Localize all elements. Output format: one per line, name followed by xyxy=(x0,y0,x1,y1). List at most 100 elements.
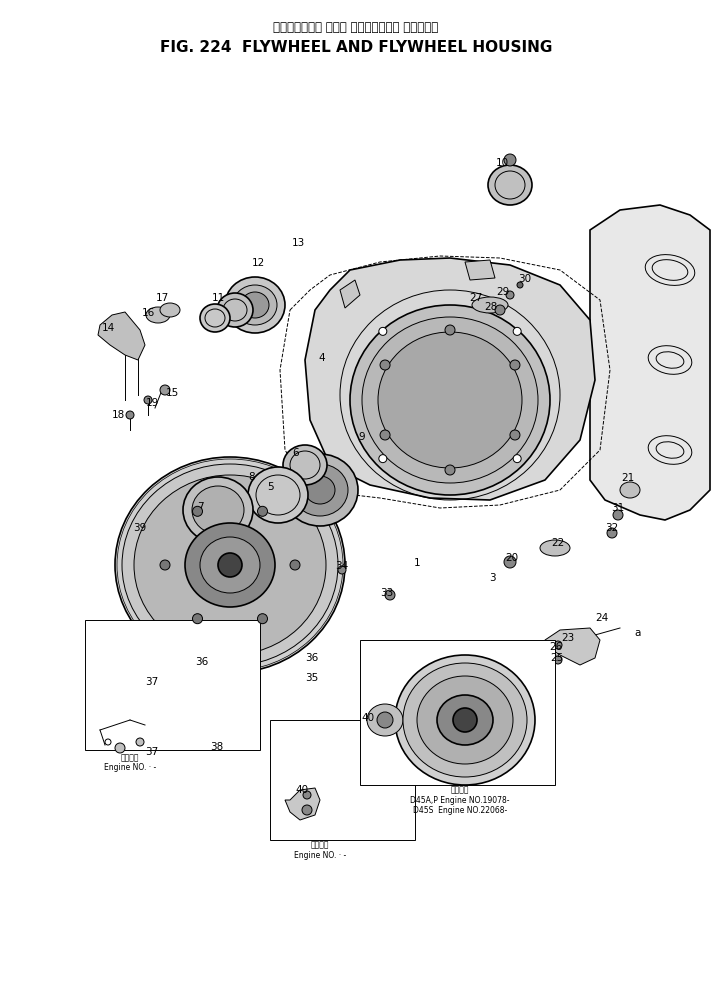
Ellipse shape xyxy=(403,663,527,777)
Ellipse shape xyxy=(146,307,170,323)
Text: 35: 35 xyxy=(305,673,319,683)
Text: 37: 37 xyxy=(145,747,158,757)
Polygon shape xyxy=(305,258,595,500)
Text: 6: 6 xyxy=(293,448,299,458)
Text: 4: 4 xyxy=(319,353,325,363)
Circle shape xyxy=(380,430,390,440)
Text: 適用番号: 適用番号 xyxy=(120,754,139,763)
Circle shape xyxy=(613,510,623,520)
Text: 38: 38 xyxy=(210,742,224,752)
Ellipse shape xyxy=(305,476,335,504)
Circle shape xyxy=(379,327,387,335)
Circle shape xyxy=(257,614,267,623)
Text: 9: 9 xyxy=(359,432,365,442)
Ellipse shape xyxy=(620,482,640,498)
Polygon shape xyxy=(545,628,600,665)
Ellipse shape xyxy=(367,704,403,736)
Circle shape xyxy=(302,805,312,815)
Circle shape xyxy=(517,282,523,288)
Text: 39: 39 xyxy=(133,523,147,533)
Bar xyxy=(85,620,260,750)
Text: 19: 19 xyxy=(145,398,158,408)
Ellipse shape xyxy=(115,457,345,673)
Ellipse shape xyxy=(241,292,269,318)
Ellipse shape xyxy=(200,537,260,593)
Ellipse shape xyxy=(192,486,244,534)
Ellipse shape xyxy=(540,540,570,556)
Text: 37: 37 xyxy=(145,677,158,687)
Text: 29: 29 xyxy=(496,287,510,297)
Ellipse shape xyxy=(282,454,358,526)
Circle shape xyxy=(379,454,387,462)
Circle shape xyxy=(380,360,390,370)
Circle shape xyxy=(144,396,152,404)
Text: 40: 40 xyxy=(295,785,309,795)
Text: 31: 31 xyxy=(611,503,625,513)
Text: 1: 1 xyxy=(414,558,420,568)
Ellipse shape xyxy=(437,695,493,745)
Circle shape xyxy=(115,743,125,753)
Text: 5: 5 xyxy=(267,482,275,492)
Circle shape xyxy=(445,465,455,475)
Circle shape xyxy=(495,305,505,315)
Circle shape xyxy=(290,560,300,570)
Circle shape xyxy=(160,385,170,395)
Text: a: a xyxy=(635,628,641,638)
Ellipse shape xyxy=(362,317,538,483)
Circle shape xyxy=(126,411,134,419)
Text: D45S  Engine NO.22068-: D45S Engine NO.22068- xyxy=(413,805,507,814)
Text: 20: 20 xyxy=(506,553,518,563)
Circle shape xyxy=(377,712,393,728)
Text: 適用番号: 適用番号 xyxy=(451,785,469,794)
Circle shape xyxy=(607,528,617,538)
Text: 8: 8 xyxy=(249,472,255,482)
Circle shape xyxy=(554,656,562,664)
Circle shape xyxy=(445,325,455,335)
Circle shape xyxy=(193,614,202,623)
Text: 34: 34 xyxy=(335,561,349,571)
Ellipse shape xyxy=(183,477,253,543)
Text: 10: 10 xyxy=(496,158,508,168)
Text: FIG. 224  FLYWHEEL AND FLYWHEEL HOUSING: FIG. 224 FLYWHEEL AND FLYWHEEL HOUSING xyxy=(160,41,552,55)
Ellipse shape xyxy=(122,464,338,666)
Ellipse shape xyxy=(488,165,532,205)
Circle shape xyxy=(338,566,346,574)
Ellipse shape xyxy=(160,303,180,317)
Ellipse shape xyxy=(417,676,513,764)
Text: 27: 27 xyxy=(469,293,483,303)
Circle shape xyxy=(513,327,521,335)
Ellipse shape xyxy=(292,464,348,516)
Text: 7: 7 xyxy=(197,502,203,512)
Polygon shape xyxy=(285,788,320,820)
Text: 26: 26 xyxy=(550,642,563,652)
Circle shape xyxy=(554,641,562,649)
Ellipse shape xyxy=(233,285,277,325)
Text: 24: 24 xyxy=(595,613,609,623)
Text: Engine NO. · -: Engine NO. · - xyxy=(294,851,346,860)
Circle shape xyxy=(218,553,242,577)
Polygon shape xyxy=(98,312,145,360)
Text: 13: 13 xyxy=(292,238,304,248)
Circle shape xyxy=(303,791,311,799)
Polygon shape xyxy=(465,260,495,280)
Text: 36: 36 xyxy=(195,657,209,667)
Text: 30: 30 xyxy=(518,274,532,284)
Circle shape xyxy=(510,360,520,370)
Polygon shape xyxy=(590,205,710,520)
Circle shape xyxy=(136,738,144,746)
Text: 21: 21 xyxy=(621,473,635,483)
Ellipse shape xyxy=(395,655,535,785)
Ellipse shape xyxy=(217,293,253,327)
Text: 32: 32 xyxy=(605,523,619,533)
Ellipse shape xyxy=(283,445,327,485)
Circle shape xyxy=(193,506,202,517)
Text: 16: 16 xyxy=(141,308,155,318)
Circle shape xyxy=(510,430,520,440)
Ellipse shape xyxy=(185,523,275,607)
Text: 14: 14 xyxy=(101,323,115,333)
Text: 25: 25 xyxy=(550,653,563,663)
Text: 23: 23 xyxy=(561,633,575,643)
Circle shape xyxy=(506,291,514,299)
Ellipse shape xyxy=(248,467,308,523)
Polygon shape xyxy=(340,280,360,308)
